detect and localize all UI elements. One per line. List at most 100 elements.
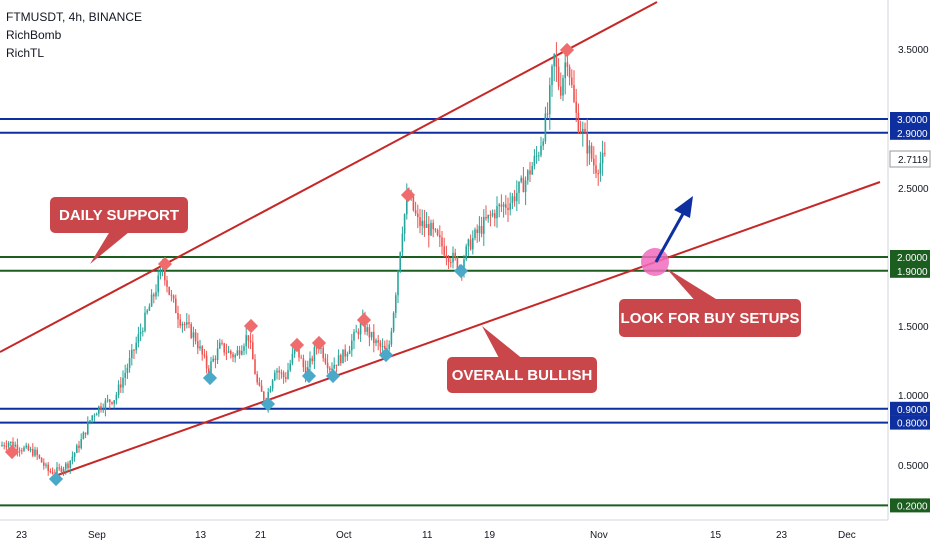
candle-up [478,225,481,234]
arrow-head [674,196,693,218]
candle-down [368,327,371,338]
callout-box [447,357,597,393]
candle-down [566,62,569,67]
candle-up [509,203,511,210]
candle-down [423,220,426,228]
daily-support-callout[interactable]: DAILY SUPPORT [50,197,188,264]
candle-up [406,195,408,215]
candle-up [544,113,547,142]
x-tick-label: 15 [710,530,722,541]
candle-up [80,439,82,449]
candle-down [247,335,250,341]
candle-down [221,342,223,344]
candle-down [205,355,208,369]
candle-down [47,464,49,471]
price-level-box [890,112,930,126]
candle-up [14,444,16,447]
candle-up [269,388,272,393]
candle-up [271,380,274,389]
candle-up [348,350,351,354]
candles [1,42,606,480]
candle-up [540,145,542,156]
candle-up [401,233,404,253]
candle-up [73,452,76,457]
candle-down [590,145,593,159]
candle-up [115,394,118,401]
candle-down [100,406,102,410]
candle-up [496,206,498,219]
signal-markers [4,42,575,487]
candle-up [313,347,316,362]
candle-down [249,340,252,343]
candle-down [175,298,177,314]
x-tick-label: 21 [255,530,267,541]
candle-up [62,469,65,472]
candle-down [256,374,258,383]
candle-up [366,327,368,332]
candle-down [432,222,434,230]
lower-channel-line[interactable] [54,181,881,477]
candle-up [293,347,296,354]
candle-down [546,113,549,115]
callout-text: DAILY SUPPORT [59,207,179,224]
buy-marker [202,370,218,386]
y-tick-label: 0.5000 [898,461,929,472]
sell-marker [356,312,372,328]
candle-up [535,155,538,157]
candle-up [388,344,390,350]
trendlines [0,1,881,477]
candle-down [412,196,415,211]
overall-bullish-callout[interactable]: OVERALL BULLISH [447,326,597,393]
candle-down [168,286,170,295]
candle-down [445,255,448,258]
candle-up [87,422,89,435]
y-tick-label: 1.5000 [898,322,929,333]
y-tick-label: 2.5000 [898,184,929,195]
candle-up [395,295,397,313]
sell-marker [4,444,20,460]
candle-up [131,349,133,359]
candle-down [311,358,313,362]
symbol-line: FTMUSDT, 4h, BINANCE [6,10,143,24]
candle-up [135,342,137,351]
candle-up [320,347,322,349]
arrow-shaft [654,211,686,263]
candle-down [60,467,63,472]
candle-down [593,158,595,166]
price-level-box [890,263,930,278]
candle-up [76,445,78,453]
candle-down [344,349,346,357]
buy-setups-callout[interactable]: LOOK FOR BUY SETUPS [619,268,801,337]
buy-zone-circle [641,248,669,276]
candle-up [375,340,377,344]
candle-up [351,340,353,351]
candle-up [289,363,291,371]
upper-channel-line[interactable] [0,1,658,353]
callout-text: OVERALL BULLISH [452,367,593,384]
candle-down [67,463,69,468]
candle-down [579,131,582,133]
candle-down [109,399,111,403]
candle-up [474,229,476,239]
candle-down [32,449,34,456]
candle-up [551,66,553,86]
candle-down [500,204,503,207]
candle-down [183,324,186,326]
candle-down [260,385,263,392]
candle-down [555,54,558,67]
candle-up [106,399,109,401]
candle-down [120,384,122,388]
candle-down [522,177,525,193]
candle-down [428,224,430,236]
candle-up [137,334,140,343]
candle-down [324,358,327,363]
candle-down [49,470,52,472]
candle-down [177,313,179,320]
indicator-richbomb[interactable]: RichBomb [6,28,62,42]
candle-up [465,246,467,260]
candle-down [166,280,168,287]
indicator-richtl[interactable]: RichTL [6,46,45,60]
candle-up [192,332,195,338]
candle-down [78,445,80,449]
